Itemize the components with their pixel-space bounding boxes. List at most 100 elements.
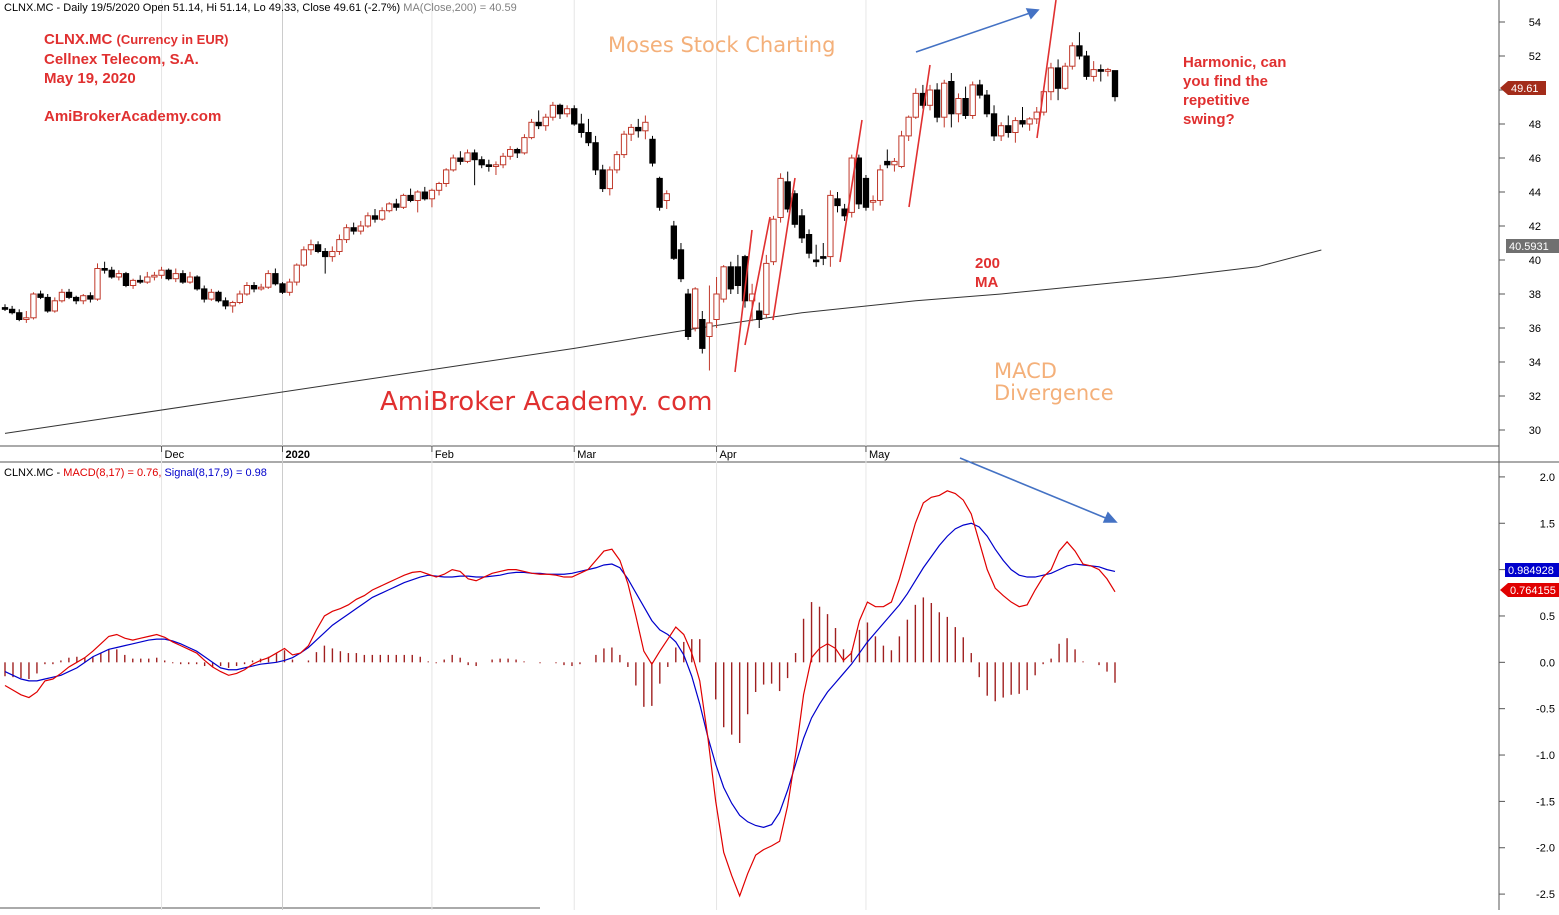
- candle-body: [955, 98, 962, 115]
- month-label: May: [869, 449, 890, 461]
- candle-body: [926, 89, 934, 106]
- candle-body: [265, 273, 272, 288]
- candle-body: [613, 154, 621, 171]
- swing-trendlines: [734, 0, 1057, 373]
- svg-text:40.5931: 40.5931: [1509, 241, 1549, 253]
- candle-body: [734, 266, 742, 286]
- price-tick-label: 30: [1529, 425, 1541, 437]
- candle-body: [58, 291, 66, 302]
- candle-body: [144, 276, 151, 283]
- candle-body: [151, 274, 158, 278]
- candle-body: [23, 317, 30, 320]
- macd-tick-label: -2.5: [1536, 889, 1555, 901]
- candle-body: [1090, 69, 1097, 77]
- company-note: Cellnex Telecom, S.A.: [44, 51, 199, 68]
- price-tick-label: 44: [1529, 187, 1541, 199]
- date-x-axis: Dec 2020 Feb Mar Apr May: [161, 446, 890, 461]
- candle-body: [905, 116, 912, 137]
- svg-text:49.61: 49.61: [1511, 83, 1539, 95]
- divergence-arrows: [915, 8, 1118, 523]
- candle-body: [286, 281, 293, 293]
- candle-body: [492, 164, 500, 168]
- candle-body: [898, 135, 905, 167]
- candle-body: [891, 160, 898, 166]
- macd-tick-label: 0.5: [1540, 611, 1555, 623]
- candle-body: [30, 293, 37, 319]
- month-label: Dec: [165, 449, 185, 461]
- candle-body: [713, 293, 720, 320]
- macd-tick-label: 0.0: [1540, 657, 1555, 669]
- candle-body: [1104, 69, 1112, 72]
- price-tick-label: 40: [1529, 255, 1541, 267]
- candle-body: [343, 227, 350, 241]
- price-tick-label: 54: [1529, 17, 1541, 29]
- candle-body: [706, 322, 713, 337]
- candle-body: [948, 81, 955, 115]
- macd-histogram: [4, 597, 1116, 743]
- candle-body: [293, 264, 300, 283]
- candle-body: [122, 273, 130, 287]
- candle-body: [336, 239, 343, 253]
- price-y-axis: 30323436384042444648505254: [1499, 17, 1541, 437]
- macd-tick-label: 1.5: [1540, 518, 1555, 530]
- candle-body: [165, 269, 172, 280]
- candle-body: [1054, 67, 1062, 89]
- candle-body: [158, 269, 165, 276]
- price-tick-label: 46: [1529, 153, 1541, 165]
- candle-body: [976, 84, 983, 96]
- candle-body: [727, 266, 734, 290]
- macd-y-axis: -2.5-2.0-1.5-1.0-0.50.00.51.01.52.0: [1499, 472, 1555, 901]
- signal-line: [4, 522, 1116, 828]
- candle-body: [791, 193, 798, 225]
- candle-body: [471, 152, 478, 161]
- candle-body: [606, 169, 613, 190]
- candle-body: [172, 273, 179, 280]
- candle-body: [855, 157, 863, 205]
- price-tick-label: 36: [1529, 323, 1541, 335]
- candle-body: [378, 210, 386, 220]
- candle-body: [329, 251, 336, 258]
- candle-body: [414, 191, 421, 201]
- harmonic-note-3: repetitive: [1183, 92, 1250, 109]
- candle-body: [485, 164, 493, 168]
- candle-body: [841, 208, 848, 217]
- month-label: Mar: [577, 449, 596, 461]
- price-tick-label: 48: [1529, 119, 1541, 131]
- candle-body: [101, 268, 108, 271]
- candle-body: [677, 249, 685, 280]
- candle-body: [990, 113, 998, 137]
- candle-body: [1019, 120, 1026, 125]
- candle-body: [65, 291, 73, 298]
- candlestick-series: [1, 32, 1119, 371]
- price-tick-label: 32: [1529, 391, 1541, 403]
- candle-body: [37, 293, 44, 298]
- candle-body: [720, 266, 727, 300]
- candle-body: [784, 181, 791, 210]
- candle-body: [1012, 120, 1019, 133]
- macd-lines: [4, 490, 1116, 898]
- candle-body: [684, 293, 692, 337]
- harmonic-note-2: you find the: [1183, 73, 1268, 90]
- candle-body: [578, 123, 585, 133]
- candle-body: [129, 279, 137, 286]
- candle-body: [1062, 65, 1069, 89]
- candle-body: [563, 108, 571, 115]
- macd-tick-label: -1.0: [1536, 750, 1555, 762]
- candle-body: [812, 259, 820, 263]
- macd-note-1: MACD: [994, 359, 1057, 383]
- candle-body: [137, 279, 144, 283]
- watermark-text: Moses Stock Charting: [608, 33, 835, 57]
- date-note: May 19, 2020: [44, 70, 136, 87]
- candle-body: [1, 307, 9, 310]
- candle-body: [51, 300, 58, 312]
- candle-body: [763, 262, 770, 315]
- candle-body: [87, 295, 94, 300]
- candle-body: [279, 283, 286, 293]
- svg-text:0.764155: 0.764155: [1510, 585, 1556, 597]
- site-note: AmiBrokerAcademy.com: [44, 108, 221, 125]
- candle-body: [983, 94, 991, 115]
- candle-body: [770, 218, 777, 263]
- candle-body: [421, 191, 428, 200]
- candle-body: [393, 203, 400, 208]
